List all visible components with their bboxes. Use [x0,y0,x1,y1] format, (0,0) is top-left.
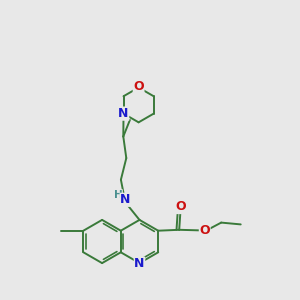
Text: O: O [176,200,186,214]
Text: H: H [113,190,122,200]
Text: O: O [133,80,144,92]
Text: N: N [118,107,129,120]
Text: N: N [134,257,145,270]
Text: N: N [120,193,130,206]
Text: O: O [200,224,210,237]
